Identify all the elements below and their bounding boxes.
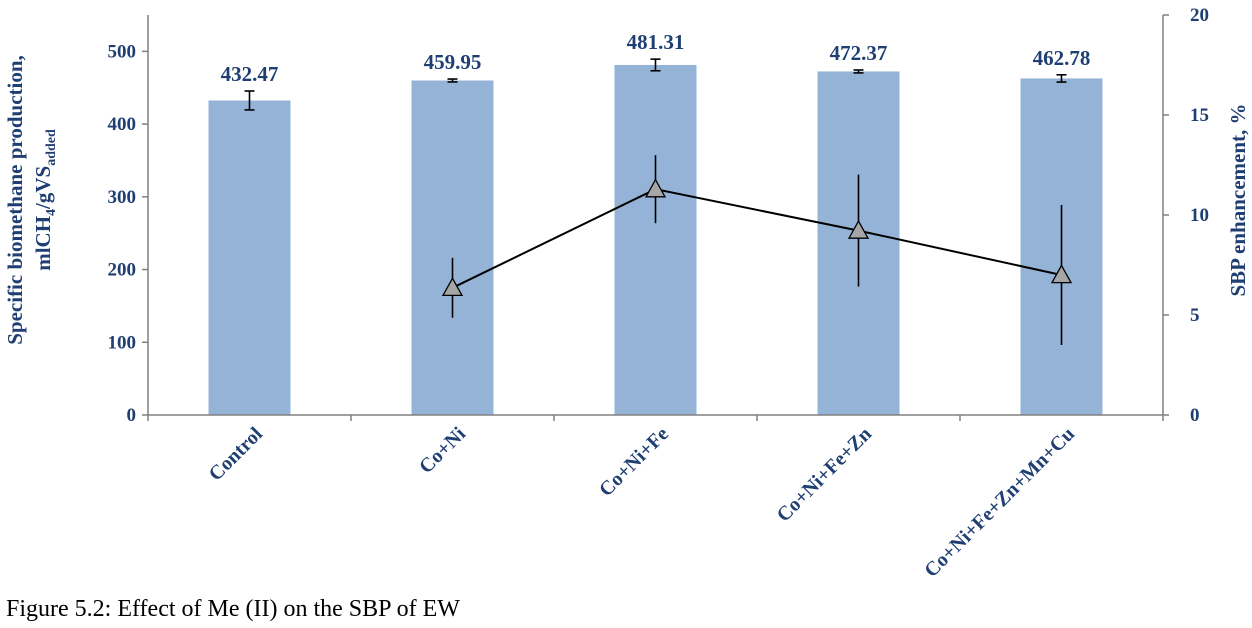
bar-error-bar-4	[853, 69, 864, 74]
triangle-marker-4	[1050, 264, 1073, 284]
unit-prefix: mlCH	[31, 216, 55, 271]
bar-error-bar-1	[244, 90, 255, 111]
left-tick-label-400: 400	[108, 114, 137, 135]
bar-data-labels: 432.47 459.95 481.31 472.37 462.78	[221, 30, 1091, 86]
left-y-axis-title: Specific biomethane production,	[3, 55, 27, 345]
left-tick-label-500: 500	[108, 41, 137, 62]
triangle-marker-1	[441, 276, 464, 297]
bar-data-label-4: 472.37	[830, 41, 888, 65]
x-ticks	[147, 415, 1164, 421]
category-label-1: Control	[205, 423, 268, 486]
left-y-ticks: 0 100 200 300 400 500	[108, 41, 148, 426]
category-label-3: Co+Ni+Fe	[595, 423, 673, 501]
triangle-marker-3	[847, 219, 870, 239]
right-y-ticks: 0 5 10 15 20	[1163, 5, 1209, 426]
bar-data-label-3: 481.31	[627, 30, 685, 54]
left-tick-label-0: 0	[127, 405, 137, 426]
category-label-2: Co+Ni	[415, 423, 470, 478]
right-tick-label-5: 5	[1190, 305, 1200, 326]
bar-3	[614, 64, 697, 415]
unit-subscript-4: 4	[44, 209, 59, 216]
bar-2	[411, 80, 494, 415]
figure-caption: Figure 5.2: Effect of Me (II) on the SBP…	[6, 596, 460, 622]
right-tick-label-15: 15	[1190, 105, 1209, 126]
triangle-marker-2	[644, 178, 667, 198]
left-tick-label-100: 100	[108, 332, 137, 353]
bar-series	[208, 64, 1103, 415]
right-y-axis-title: SBP enhancement, %	[1226, 103, 1250, 296]
unit-mid: /gVS	[31, 166, 55, 210]
bar-error-bars	[244, 58, 1067, 111]
unit-subscript-added: added	[44, 129, 59, 166]
bar-1	[208, 100, 291, 415]
bar-error-bar-5	[1056, 73, 1067, 83]
bar-data-label-1: 432.47	[221, 62, 279, 86]
left-tick-label-300: 300	[108, 187, 137, 208]
right-tick-label-10: 10	[1190, 205, 1209, 226]
bar-data-label-5: 462.78	[1033, 46, 1091, 70]
category-labels: Control Co+Ni Co+Ni+Fe Co+Ni+Fe+Zn Co+Ni+Fe+…	[205, 423, 1079, 582]
category-label-5: Co+Ni+Fe+Zn+Mn+Cu	[920, 423, 1079, 582]
enhancement-line	[452, 188, 1062, 289]
category-label-4: Co+Ni+Fe+Zn	[773, 423, 876, 526]
right-tick-label-20: 20	[1190, 5, 1209, 26]
left-y-axis-unit: mlCH4/gVSadded	[31, 129, 59, 271]
right-tick-label-0: 0	[1190, 405, 1200, 426]
bar-error-bar-3	[650, 58, 661, 72]
bar-error-bar-2	[447, 78, 458, 83]
bar-data-label-2: 459.95	[424, 50, 482, 74]
enhancement-line-series	[441, 155, 1073, 345]
left-tick-label-200: 200	[108, 260, 137, 281]
